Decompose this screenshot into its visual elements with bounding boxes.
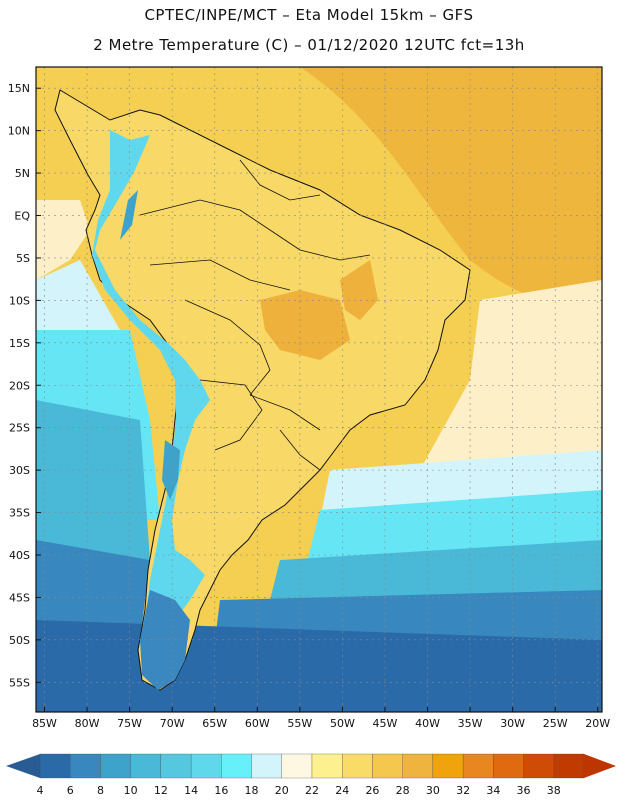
hot-interior-region — [260, 260, 378, 360]
map-frame — [35, 66, 603, 713]
colorbar-box — [553, 753, 585, 779]
colorbar-box — [160, 753, 192, 779]
lat-label: 55S — [9, 676, 30, 689]
colorbar-box — [402, 753, 434, 779]
lon-label: 85W — [32, 717, 57, 730]
patagonia-cold-region — [140, 590, 190, 690]
lon-label: 30W — [500, 717, 525, 730]
lon-label: 50W — [330, 717, 355, 730]
ocean-cyan-band — [36, 330, 602, 590]
lat-label: 15S — [9, 337, 30, 350]
colorbar-label: 34 — [486, 784, 500, 797]
lon-label: 65W — [202, 717, 227, 730]
colorbar-label: 8 — [97, 784, 104, 797]
colorbar-label: 22 — [305, 784, 319, 797]
colorbar-right-arrow — [584, 754, 616, 778]
lat-label: 20S — [9, 379, 30, 392]
lat-label: 15N — [8, 82, 30, 95]
colorbar-box — [221, 753, 252, 779]
colorbar-box — [190, 753, 222, 779]
lat-lon-grid — [36, 67, 602, 712]
lon-label: 20W — [585, 717, 610, 730]
lat-label: 10S — [9, 294, 30, 307]
lat-label: 5S — [16, 252, 30, 265]
colorbar-box — [100, 753, 131, 779]
colorbar-label: 12 — [154, 784, 168, 797]
lat-label: 5N — [15, 167, 30, 180]
lon-label: 80W — [75, 717, 100, 730]
colorbar-box — [311, 753, 343, 779]
lon-label: 45W — [373, 717, 398, 730]
colorbar-box — [432, 753, 464, 779]
longitude-labels: 85W 80W 75W 70W 65W 60W 55W 50W 45W 40W 35W 30W 25W 2… — [32, 707, 610, 730]
colorbar-labels: 4 6 8 10 12 14 16 18 20 22 24 26 28 30 32 34 36 38 — [37, 784, 561, 797]
colorbar-box — [70, 753, 101, 779]
lat-label: 25S — [9, 422, 30, 435]
colorbar-left-arrow — [6, 754, 40, 778]
colorbar-box — [281, 753, 313, 779]
ocean-pale-band-east — [420, 280, 602, 470]
colorbar-label: 4 — [37, 784, 44, 797]
colorbar-box — [493, 753, 524, 779]
lon-label: 40W — [415, 717, 440, 730]
lat-label: 35S — [9, 507, 30, 520]
ocean-teal-band — [36, 400, 602, 640]
colorbar-label: 6 — [67, 784, 74, 797]
colorbar-box — [462, 753, 494, 779]
colorbar-box — [342, 753, 373, 779]
lat-label: 50S — [9, 634, 30, 647]
lat-label: 10N — [8, 125, 30, 138]
temperature-map: 15N 10N 5N EQ 5S 10S 15S 20S 25S 30S 35S 40S 45S 50S 5… — [8, 66, 610, 730]
colorbar-label: 24 — [335, 784, 349, 797]
ocean-pale-band — [36, 200, 90, 280]
colorbar-box — [39, 753, 71, 779]
chart-title: CPTEC/INPE/MCT – Eta Model 15km – GFS — [144, 6, 474, 24]
lon-label: 60W — [245, 717, 270, 730]
lat-label: 45S — [9, 591, 30, 604]
colorbar-box — [372, 753, 403, 779]
lon-label: 70W — [160, 717, 185, 730]
ocean-hot-band — [300, 67, 602, 304]
country-borders — [139, 159, 371, 471]
colorbar-label: 28 — [396, 784, 410, 797]
colorbar-label: 20 — [275, 784, 289, 797]
chart-subtitle: 2 Metre Temperature (C) – 01/12/2020 12U… — [93, 36, 525, 54]
lat-label: 30S — [9, 464, 30, 477]
colorbar-label: 30 — [426, 784, 440, 797]
lon-label: 55W — [287, 717, 312, 730]
temperature-colorbar: 4 6 8 10 12 14 16 18 20 22 24 26 28 30 32 34 36 38 — [6, 753, 616, 797]
colorbar-box — [251, 753, 282, 779]
latitude-labels: 15N 10N 5N EQ 5S 10S 15S 20S 25S 30S 35S 40S 45S 50S 5… — [8, 82, 41, 689]
colorbar-label: 36 — [517, 784, 531, 797]
colorbar-label: 16 — [214, 784, 228, 797]
andes-deep-cold — [120, 190, 180, 500]
colorbar-boxes — [39, 753, 585, 779]
colorbar-box — [130, 753, 162, 779]
colorbar-label: 26 — [365, 784, 379, 797]
colorbar-label: 14 — [184, 784, 198, 797]
lon-label: 25W — [543, 717, 568, 730]
lat-label: EQ — [14, 210, 30, 223]
lon-label: 75W — [117, 717, 142, 730]
colorbar-label: 18 — [245, 784, 259, 797]
colorbar-label: 10 — [124, 784, 138, 797]
ocean-light-cyan — [36, 260, 602, 520]
colorbar-label: 38 — [547, 784, 561, 797]
andes-cold-region — [92, 130, 210, 670]
lon-label: 35W — [458, 717, 483, 730]
lat-label: 40S — [9, 549, 30, 562]
colorbar-box — [523, 753, 554, 779]
colorbar-label: 32 — [456, 784, 470, 797]
